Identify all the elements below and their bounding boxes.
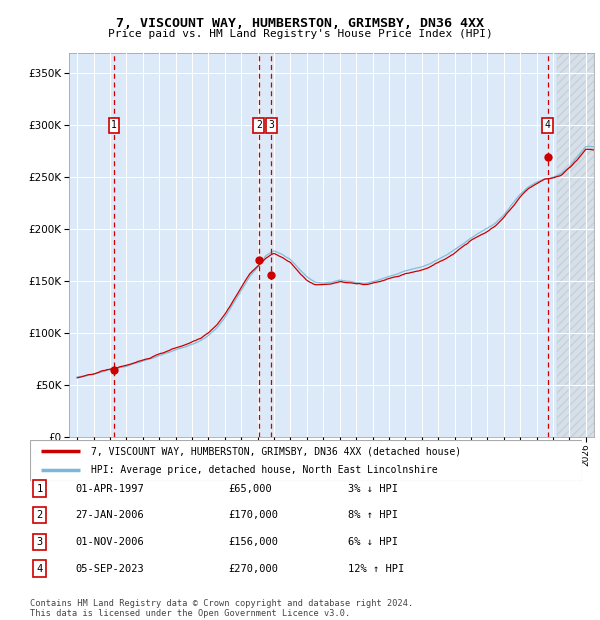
Text: 1: 1 [37,484,43,494]
Text: 4: 4 [37,564,43,574]
Text: 01-APR-1997: 01-APR-1997 [75,484,144,494]
Text: £170,000: £170,000 [228,510,278,520]
Text: 1: 1 [111,120,117,130]
Text: 05-SEP-2023: 05-SEP-2023 [75,564,144,574]
Text: 3% ↓ HPI: 3% ↓ HPI [348,484,398,494]
Text: 6% ↓ HPI: 6% ↓ HPI [348,537,398,547]
Text: HPI: Average price, detached house, North East Lincolnshire: HPI: Average price, detached house, Nort… [91,464,437,475]
Text: £270,000: £270,000 [228,564,278,574]
Text: 7, VISCOUNT WAY, HUMBERSTON, GRIMSBY, DN36 4XX: 7, VISCOUNT WAY, HUMBERSTON, GRIMSBY, DN… [116,17,484,30]
Text: 4: 4 [545,120,551,130]
Text: £65,000: £65,000 [228,484,272,494]
Text: 2: 2 [256,120,262,130]
Bar [557,53,594,437]
Text: 27-JAN-2006: 27-JAN-2006 [75,510,144,520]
Text: 01-NOV-2006: 01-NOV-2006 [75,537,144,547]
Bar [557,53,594,437]
Text: Price paid vs. HM Land Registry's House Price Index (HPI): Price paid vs. HM Land Registry's House … [107,29,493,38]
Text: Contains HM Land Registry data © Crown copyright and database right 2024.
This d: Contains HM Land Registry data © Crown c… [30,599,413,618]
Text: £156,000: £156,000 [228,537,278,547]
Text: 3: 3 [37,537,43,547]
Text: 12% ↑ HPI: 12% ↑ HPI [348,564,404,574]
Text: 3: 3 [269,120,274,130]
Text: 7, VISCOUNT WAY, HUMBERSTON, GRIMSBY, DN36 4XX (detached house): 7, VISCOUNT WAY, HUMBERSTON, GRIMSBY, DN… [91,446,461,456]
Text: 2: 2 [37,510,43,520]
Text: 8% ↑ HPI: 8% ↑ HPI [348,510,398,520]
